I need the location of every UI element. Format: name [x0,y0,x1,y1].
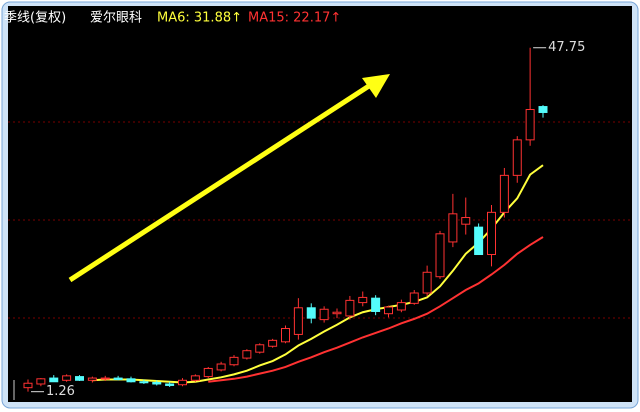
candle-body [152,382,162,385]
candle-body [242,350,252,359]
candle-body [448,213,458,243]
candle-body [268,339,278,347]
high-annotation: 47.75 [548,40,585,55]
stock-name: 爱尔眼科 [90,11,142,26]
candle-body [23,382,33,389]
ma6-label: MA6: 31.88↑ [157,11,242,26]
candle-body [281,327,290,343]
candle-body [409,292,419,304]
candle-body [62,375,72,381]
candle-body [113,377,123,381]
candle-body [474,226,484,256]
candle-body [422,271,432,294]
candle-body [384,306,393,315]
candle-body [461,217,471,225]
candle-body [319,308,329,321]
candle-body [190,375,200,381]
candle-body [126,378,136,383]
candle-body [345,299,355,317]
candle-body [216,363,226,371]
candle-body [293,307,303,335]
candle-body [332,311,342,315]
candle-body [100,377,110,380]
candle-body [306,307,316,319]
candle-body [499,174,509,213]
low-annotation: 1.26 [46,384,75,399]
candle-body [538,106,548,113]
candle-body [487,211,496,256]
candle-body [371,297,381,312]
candle-body [75,376,84,381]
plot-background [8,6,632,402]
period-label: 季线(复权) [4,10,66,26]
candle-body [87,377,97,381]
candle-body [49,377,59,383]
candle-body [435,233,445,278]
candle-body [165,383,175,386]
ma-line [208,236,544,383]
ma-line [92,164,544,384]
candle-body [396,302,406,311]
candle-body [525,109,535,141]
candle-body [139,381,149,384]
ma15-label: MA15: 22.17↑ [248,11,341,26]
candle-body [203,367,213,378]
candle-body [229,356,239,366]
candle-body [178,379,187,386]
candle-body [512,139,522,176]
candle-body [36,378,46,385]
trend-arrow [68,74,390,283]
candle-body [358,296,368,304]
candle-body [255,344,265,353]
